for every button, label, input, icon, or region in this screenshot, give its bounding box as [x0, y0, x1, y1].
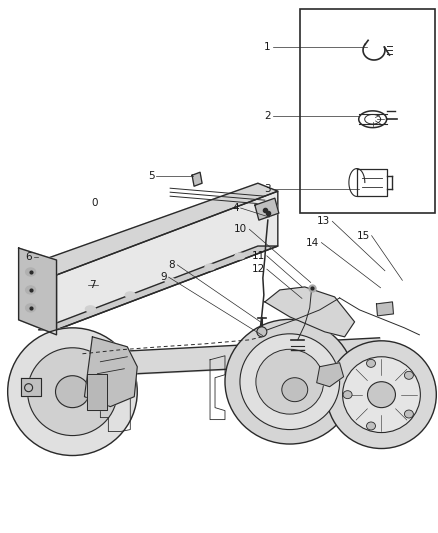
Polygon shape [21, 378, 41, 395]
Polygon shape [265, 287, 355, 337]
Ellipse shape [404, 372, 413, 379]
Ellipse shape [235, 253, 245, 259]
Text: 1: 1 [264, 42, 271, 52]
Text: 6: 6 [25, 252, 32, 262]
Polygon shape [28, 183, 278, 275]
Bar [300, 9, 435, 213]
Ellipse shape [367, 382, 396, 408]
Text: 14: 14 [306, 238, 319, 247]
Text: 3: 3 [264, 184, 271, 195]
Text: 11: 11 [251, 251, 265, 261]
Polygon shape [85, 337, 137, 407]
Ellipse shape [367, 359, 375, 367]
Polygon shape [192, 172, 202, 186]
Ellipse shape [225, 319, 355, 444]
Polygon shape [317, 363, 343, 386]
Polygon shape [88, 374, 107, 410]
Ellipse shape [25, 268, 35, 276]
Text: 10: 10 [234, 224, 247, 235]
Polygon shape [57, 191, 278, 330]
Circle shape [257, 327, 267, 337]
Text: 12: 12 [251, 264, 265, 274]
Text: 15: 15 [357, 231, 370, 241]
Text: 7: 7 [89, 280, 96, 290]
Ellipse shape [56, 376, 89, 408]
Ellipse shape [165, 278, 175, 284]
Ellipse shape [256, 349, 324, 414]
Ellipse shape [205, 264, 215, 270]
Polygon shape [19, 248, 57, 335]
Text: 5: 5 [148, 171, 154, 181]
Ellipse shape [28, 348, 117, 435]
Ellipse shape [343, 391, 352, 399]
Ellipse shape [25, 304, 35, 312]
Text: 0: 0 [91, 198, 98, 208]
Ellipse shape [25, 286, 35, 294]
Ellipse shape [404, 410, 413, 418]
Text: 9: 9 [160, 272, 166, 282]
Text: 13: 13 [317, 216, 330, 227]
Ellipse shape [327, 341, 436, 449]
Ellipse shape [8, 328, 137, 456]
Ellipse shape [343, 357, 420, 433]
Ellipse shape [240, 334, 339, 430]
Polygon shape [255, 198, 279, 220]
Text: 8: 8 [169, 260, 175, 270]
Text: 4: 4 [232, 203, 239, 213]
Ellipse shape [125, 292, 135, 298]
Polygon shape [377, 302, 393, 316]
Ellipse shape [85, 306, 95, 312]
Text: 2: 2 [264, 111, 271, 121]
Polygon shape [39, 246, 278, 330]
Ellipse shape [367, 422, 375, 430]
Ellipse shape [282, 378, 308, 402]
